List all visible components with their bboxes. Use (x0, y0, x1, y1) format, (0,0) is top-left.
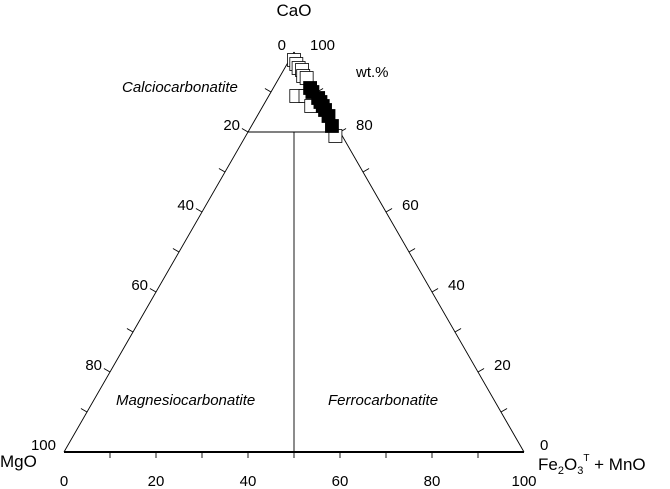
right-edge-tick (500, 408, 508, 413)
filled-square-point (325, 119, 339, 133)
left-edge-tick-label: 60 (131, 277, 148, 294)
bottom-tick-label: 40 (240, 473, 257, 489)
right-edge-tick-label: 80 (356, 117, 373, 134)
apex-label-right: Fe2O3T + MnO (538, 453, 646, 477)
right-edge-tick (385, 208, 393, 213)
left-edge-tick-label: 40 (177, 197, 194, 214)
apex-right-sub2: 3 (577, 465, 583, 477)
left-edge-tick (195, 208, 203, 213)
right-edge-tick-label: 40 (448, 277, 465, 294)
apex-right-sup: T (583, 453, 589, 464)
right-edge-tick-label: 60 (402, 197, 419, 214)
left-edge-tick (241, 128, 249, 133)
field-label-calciocarbonatite: Calciocarbonatite (122, 79, 238, 96)
bottom-tick-label: 20 (148, 473, 165, 489)
axis-ticks (80, 88, 508, 458)
axis-tick-labels: 0 20 40 60 80 100 100 80 60 40 20 0 100 80 60 40 20 0 (31, 37, 548, 489)
right-edge-tick (362, 168, 370, 173)
left-edge-tick (149, 288, 157, 293)
left-edge-tick-label: 100 (31, 437, 56, 454)
left-edge-tick-label: 0 (278, 37, 286, 54)
right-edge-tick-label: 0 (540, 437, 548, 454)
left-edge-tick (218, 168, 226, 173)
right-edge-tick (477, 368, 485, 373)
right-edge-tick (408, 248, 416, 253)
right-edge-tick (431, 288, 439, 293)
unit-label: wt.% (355, 64, 389, 81)
right-edge-tick-label: 100 (310, 37, 335, 54)
bottom-tick-label: 100 (511, 473, 536, 489)
field-label-magnesiocarbonatite: Magnesiocarbonatite (116, 392, 255, 409)
left-edge-tick-label: 80 (85, 357, 102, 374)
left-edge-tick (264, 88, 272, 93)
apex-right-fe: Fe (538, 455, 558, 474)
right-edge-tick (454, 328, 462, 333)
field-label-ferrocarbonatite: Ferrocarbonatite (328, 392, 438, 409)
apex-right-tail: + MnO (589, 455, 645, 474)
left-edge-tick (126, 328, 134, 333)
bottom-tick-label: 60 (332, 473, 349, 489)
right-edge-tick-label: 20 (494, 357, 511, 374)
left-edge-tick (103, 368, 111, 373)
apex-label-top: CaO (277, 1, 312, 20)
apex-right-o: O (564, 455, 577, 474)
left-edge-tick-label: 20 (223, 117, 240, 134)
bottom-tick-label: 0 (60, 473, 68, 489)
left-edge-tick (172, 248, 180, 253)
apex-label-left: MgO (0, 452, 37, 471)
bottom-tick-label: 80 (424, 473, 441, 489)
apex-right-sub1: 2 (558, 465, 564, 477)
data-points (287, 53, 343, 143)
left-edge-tick (80, 408, 88, 413)
